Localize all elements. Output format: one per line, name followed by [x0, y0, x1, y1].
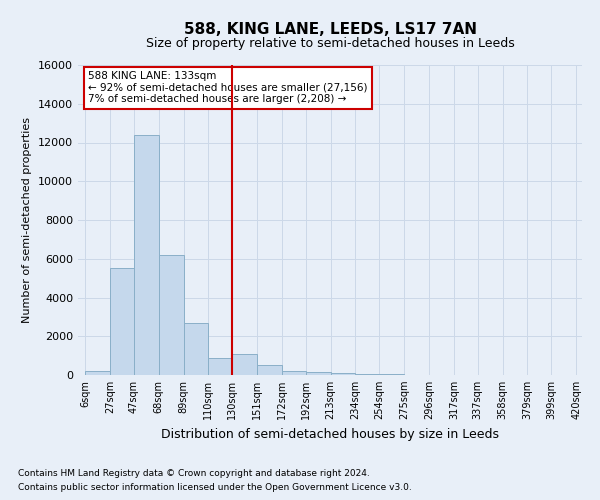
Y-axis label: Number of semi-detached properties: Number of semi-detached properties — [22, 117, 32, 323]
Text: Contains public sector information licensed under the Open Government Licence v3: Contains public sector information licen… — [18, 484, 412, 492]
Bar — [379, 374, 404, 375]
Text: Contains HM Land Registry data © Crown copyright and database right 2024.: Contains HM Land Registry data © Crown c… — [18, 468, 370, 477]
Bar — [85, 371, 110, 375]
Text: 588 KING LANE: 133sqm
← 92% of semi-detached houses are smaller (27,156)
7% of s: 588 KING LANE: 133sqm ← 92% of semi-deta… — [88, 71, 368, 104]
Text: 588, KING LANE, LEEDS, LS17 7AN: 588, KING LANE, LEEDS, LS17 7AN — [184, 22, 476, 38]
Bar — [305, 372, 331, 375]
Bar — [257, 366, 282, 375]
Bar — [184, 322, 208, 375]
Bar — [110, 268, 134, 375]
Bar — [158, 255, 184, 375]
Bar — [232, 354, 257, 375]
X-axis label: Distribution of semi-detached houses by size in Leeds: Distribution of semi-detached houses by … — [161, 428, 499, 440]
Bar — [331, 373, 355, 375]
Text: Size of property relative to semi-detached houses in Leeds: Size of property relative to semi-detach… — [146, 38, 514, 51]
Bar — [208, 358, 232, 375]
Bar — [134, 134, 158, 375]
Bar — [282, 371, 305, 375]
Bar — [355, 374, 379, 375]
